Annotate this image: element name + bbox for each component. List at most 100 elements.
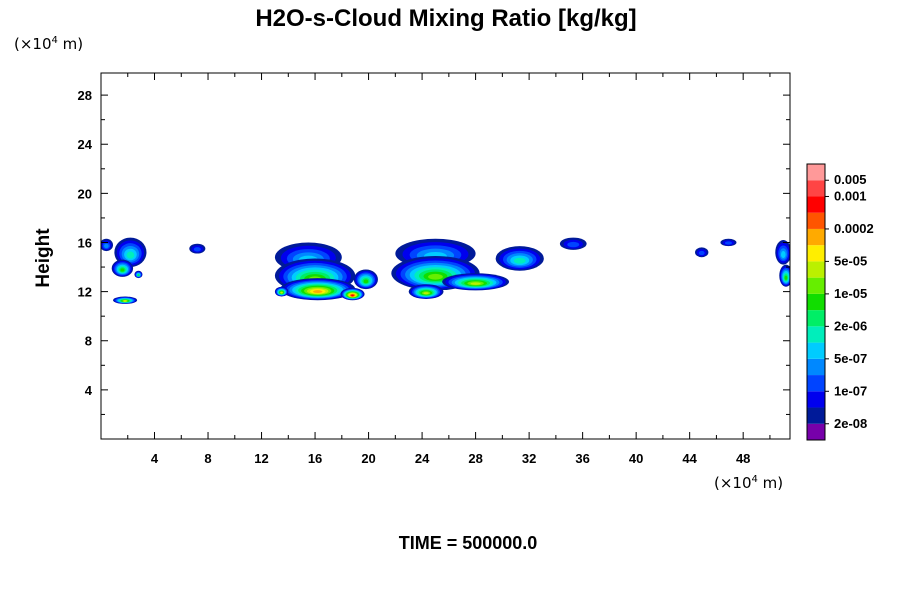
cloud-cell [189,243,206,254]
x-tick-label: 48 [736,451,750,466]
colorbar-frame [806,163,826,441]
cloud-cell [775,240,790,265]
cloud-cell [340,287,365,301]
x-axis-unit-suffix: m) [758,474,783,492]
colorbar-swatch [807,293,825,311]
cloud-cell [111,259,134,277]
colorbar-swatch [807,358,825,376]
colorbar-swatch [807,342,825,359]
cloud-cell [113,296,138,304]
colorbar-swatch [807,310,825,327]
x-tick-label: 4 [151,451,159,466]
plot-field [101,237,790,304]
cloud-contour [137,274,140,277]
x-tick-label: 44 [682,451,697,466]
x-axis-unit-prefix: (×10 [714,474,752,492]
cloud-contour [428,273,443,280]
cloud-contour [120,268,125,272]
colorbar-swatch [807,423,825,440]
colorbar-label: 0.0002 [834,221,874,236]
cloud-cell [559,237,587,250]
cloud-cell [114,237,147,268]
y-axis-label: Height [33,228,54,288]
colorbar-swatch [807,326,825,343]
cloud-contour [698,250,705,256]
colorbar-swatch [807,245,825,262]
colorbar-swatch [807,164,825,181]
y-axis-unit-label: (×104 m) [14,35,83,53]
y-axis-unit-suffix: m) [58,35,83,53]
colorbar: 2e-08 1e-07 5e-07 2e-06 1e-05 5e-05 0.0002 0.00… [806,163,874,441]
cloud-contour [423,292,429,295]
cloud-cell [274,286,289,297]
cloud-contour [351,294,354,297]
cloud-contour [104,243,109,249]
y-tick-label: 20 [78,186,92,201]
colorbar-swatch [807,261,825,278]
cloud-contour [784,275,788,280]
x-tick-label: 24 [415,451,430,466]
cloud-contour [724,241,733,245]
y-tick-label: 12 [78,285,92,300]
x-tick-label: 16 [308,451,322,466]
colorbar-swatch [807,180,825,197]
x-axis-unit-power: 4 [752,474,758,485]
colorbar-label: 2e-08 [834,416,867,431]
cloud-cell [779,264,790,287]
y-tick-label: 8 [85,334,92,349]
colorbar-label: 5e-05 [834,253,867,268]
x-axis-unit-label: (×104 m) [714,474,783,492]
x-tick-label: 8 [204,451,211,466]
y-tick-label: 4 [85,383,93,398]
cloud-contour [363,279,369,284]
cloud-contour [567,241,580,248]
colorbar-swatch [807,196,825,213]
x-tick-label: 36 [575,451,589,466]
cloud-contour [470,282,481,285]
x-tick-label: 28 [468,451,482,466]
y-tick-label: 24 [78,137,93,152]
x-tick-label: 40 [629,451,643,466]
cloud-contour [280,291,283,294]
cloud-cell [101,238,114,252]
cloud-contour [312,290,323,293]
time-footer: TIME = 500000.0 [399,533,538,553]
cloud-cell [720,238,737,247]
cloud-cell [391,256,480,291]
cloud-contour [781,250,786,259]
y-tick-label: 16 [78,235,92,250]
y-axis-unit-prefix: (×10 [14,35,52,53]
colorbar-label: 2e-06 [834,318,867,333]
colorbar-label: 0.001 [834,188,867,203]
colorbar-swatch [807,228,825,246]
y-axis-unit-power: 4 [52,35,58,46]
cloud-cell [442,273,510,291]
cloud-cell [408,284,444,299]
plot-frame [100,72,791,440]
cloud-cell [134,270,143,279]
cloud-cell [280,278,356,301]
x-tick-label: 32 [522,451,536,466]
x-tick-label: 20 [361,451,375,466]
cloud-cell [695,247,709,258]
cloud-cell [353,269,378,290]
cloud-contour [193,247,201,252]
colorbar-swatch [807,407,825,424]
colorbar-label: 5e-07 [834,351,867,366]
colorbar-swatch [807,212,825,229]
x-tick-label: 12 [254,451,268,466]
colorbar-swatch [807,391,825,408]
y-tick-label: 28 [78,88,92,103]
colorbar-swatch [807,375,825,392]
colorbar-label: 1e-07 [834,383,867,398]
colorbar-label: 0.005 [834,172,867,187]
cloud-cell [495,246,544,271]
cloud-contour [513,257,526,264]
cloud-contour [123,299,127,302]
colorbar-swatch [807,277,825,294]
chart-title: H2O-s-Cloud Mixing Ratio [kg/kg] [255,5,636,32]
colorbar-label: 1e-05 [834,286,867,301]
cloud-contour [126,251,135,259]
